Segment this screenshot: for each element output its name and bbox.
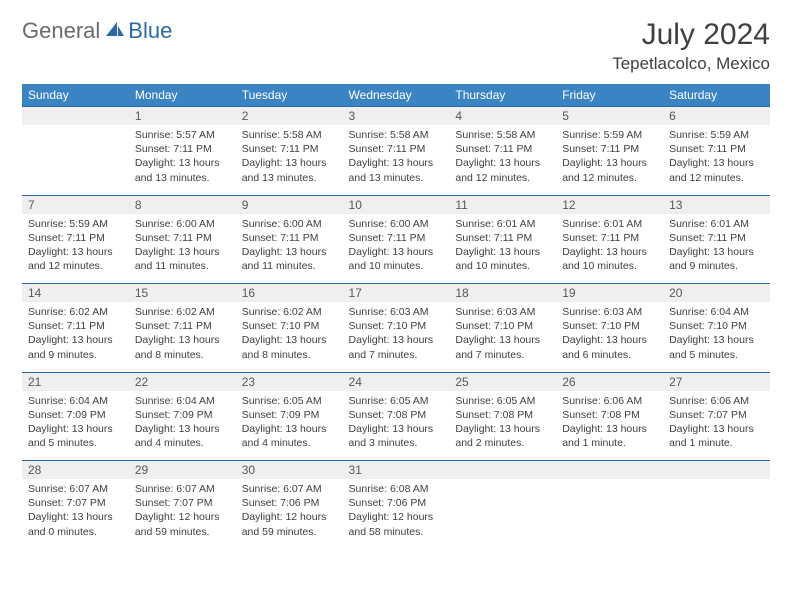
day-detail-row: Sunrise: 5:57 AMSunset: 7:11 PMDaylight:… <box>22 125 770 195</box>
weekday-header: Saturday <box>663 84 770 107</box>
day-detail-cell: Sunrise: 6:01 AMSunset: 7:11 PMDaylight:… <box>556 214 663 284</box>
day-detail-cell: Sunrise: 6:06 AMSunset: 7:07 PMDaylight:… <box>663 391 770 461</box>
weekday-header: Wednesday <box>343 84 450 107</box>
day-number-cell: 21 <box>22 372 129 391</box>
day-number-cell <box>663 461 770 480</box>
day-number-cell: 9 <box>236 195 343 214</box>
day-detail-cell: Sunrise: 5:59 AMSunset: 7:11 PMDaylight:… <box>22 214 129 284</box>
day-number-cell: 28 <box>22 461 129 480</box>
weekday-header: Monday <box>129 84 236 107</box>
weekday-header: Thursday <box>449 84 556 107</box>
day-number-cell: 18 <box>449 284 556 303</box>
day-number-cell: 19 <box>556 284 663 303</box>
logo-sail-icon <box>104 20 126 43</box>
day-detail-cell: Sunrise: 6:02 AMSunset: 7:10 PMDaylight:… <box>236 302 343 372</box>
day-detail-cell: Sunrise: 5:58 AMSunset: 7:11 PMDaylight:… <box>449 125 556 195</box>
day-detail-cell: Sunrise: 6:03 AMSunset: 7:10 PMDaylight:… <box>343 302 450 372</box>
day-number-cell <box>449 461 556 480</box>
day-number-cell: 8 <box>129 195 236 214</box>
weekday-header: Tuesday <box>236 84 343 107</box>
day-detail-cell: Sunrise: 6:06 AMSunset: 7:08 PMDaylight:… <box>556 391 663 461</box>
day-detail-cell: Sunrise: 6:01 AMSunset: 7:11 PMDaylight:… <box>663 214 770 284</box>
day-detail-cell: Sunrise: 6:05 AMSunset: 7:08 PMDaylight:… <box>449 391 556 461</box>
header-bar: General Blue July 2024 Tepetlacolco, Mex… <box>22 18 770 74</box>
day-detail-cell: Sunrise: 6:07 AMSunset: 7:06 PMDaylight:… <box>236 479 343 549</box>
day-detail-cell: Sunrise: 5:59 AMSunset: 7:11 PMDaylight:… <box>556 125 663 195</box>
day-detail-cell: Sunrise: 6:01 AMSunset: 7:11 PMDaylight:… <box>449 214 556 284</box>
month-title: July 2024 <box>612 18 770 52</box>
day-detail-cell: Sunrise: 6:04 AMSunset: 7:09 PMDaylight:… <box>129 391 236 461</box>
day-number-cell: 22 <box>129 372 236 391</box>
day-number-cell: 5 <box>556 107 663 126</box>
day-detail-row: Sunrise: 6:07 AMSunset: 7:07 PMDaylight:… <box>22 479 770 549</box>
day-detail-cell <box>663 479 770 549</box>
day-detail-cell: Sunrise: 6:03 AMSunset: 7:10 PMDaylight:… <box>449 302 556 372</box>
day-detail-cell: Sunrise: 6:00 AMSunset: 7:11 PMDaylight:… <box>129 214 236 284</box>
day-number-cell: 16 <box>236 284 343 303</box>
location-label: Tepetlacolco, Mexico <box>612 54 770 74</box>
day-number-row: 78910111213 <box>22 195 770 214</box>
day-detail-cell: Sunrise: 6:04 AMSunset: 7:09 PMDaylight:… <box>22 391 129 461</box>
day-number-row: 14151617181920 <box>22 284 770 303</box>
day-number-cell: 3 <box>343 107 450 126</box>
day-number-row: 123456 <box>22 107 770 126</box>
day-number-row: 28293031 <box>22 461 770 480</box>
day-detail-cell: Sunrise: 6:03 AMSunset: 7:10 PMDaylight:… <box>556 302 663 372</box>
day-number-cell: 29 <box>129 461 236 480</box>
day-number-cell: 4 <box>449 107 556 126</box>
day-detail-cell: Sunrise: 6:07 AMSunset: 7:07 PMDaylight:… <box>22 479 129 549</box>
day-detail-cell: Sunrise: 5:59 AMSunset: 7:11 PMDaylight:… <box>663 125 770 195</box>
weekday-header-row: Sunday Monday Tuesday Wednesday Thursday… <box>22 84 770 107</box>
day-detail-cell: Sunrise: 5:58 AMSunset: 7:11 PMDaylight:… <box>343 125 450 195</box>
day-detail-cell: Sunrise: 5:57 AMSunset: 7:11 PMDaylight:… <box>129 125 236 195</box>
day-number-cell: 30 <box>236 461 343 480</box>
logo-text-general: General <box>22 18 100 44</box>
day-number-cell: 2 <box>236 107 343 126</box>
day-detail-cell: Sunrise: 6:00 AMSunset: 7:11 PMDaylight:… <box>343 214 450 284</box>
day-number-cell: 20 <box>663 284 770 303</box>
day-number-cell: 26 <box>556 372 663 391</box>
calendar-table: Sunday Monday Tuesday Wednesday Thursday… <box>22 84 770 549</box>
day-number-cell: 7 <box>22 195 129 214</box>
day-number-cell: 27 <box>663 372 770 391</box>
day-number-cell: 13 <box>663 195 770 214</box>
day-detail-cell <box>556 479 663 549</box>
day-number-cell: 1 <box>129 107 236 126</box>
day-number-cell: 17 <box>343 284 450 303</box>
day-number-cell: 31 <box>343 461 450 480</box>
day-detail-cell: Sunrise: 6:05 AMSunset: 7:09 PMDaylight:… <box>236 391 343 461</box>
day-detail-cell: Sunrise: 6:02 AMSunset: 7:11 PMDaylight:… <box>129 302 236 372</box>
day-detail-row: Sunrise: 5:59 AMSunset: 7:11 PMDaylight:… <box>22 214 770 284</box>
day-number-cell: 24 <box>343 372 450 391</box>
day-detail-row: Sunrise: 6:02 AMSunset: 7:11 PMDaylight:… <box>22 302 770 372</box>
day-detail-cell <box>22 125 129 195</box>
day-number-cell: 12 <box>556 195 663 214</box>
day-number-cell <box>22 107 129 126</box>
day-detail-cell: Sunrise: 6:08 AMSunset: 7:06 PMDaylight:… <box>343 479 450 549</box>
day-detail-cell: Sunrise: 6:04 AMSunset: 7:10 PMDaylight:… <box>663 302 770 372</box>
weekday-header: Friday <box>556 84 663 107</box>
day-detail-cell: Sunrise: 6:02 AMSunset: 7:11 PMDaylight:… <box>22 302 129 372</box>
day-detail-cell: Sunrise: 6:05 AMSunset: 7:08 PMDaylight:… <box>343 391 450 461</box>
day-detail-row: Sunrise: 6:04 AMSunset: 7:09 PMDaylight:… <box>22 391 770 461</box>
day-detail-cell: Sunrise: 6:07 AMSunset: 7:07 PMDaylight:… <box>129 479 236 549</box>
logo: General Blue <box>22 18 172 44</box>
day-number-cell: 23 <box>236 372 343 391</box>
weekday-header: Sunday <box>22 84 129 107</box>
day-number-cell: 14 <box>22 284 129 303</box>
day-number-cell: 11 <box>449 195 556 214</box>
day-detail-cell <box>449 479 556 549</box>
day-number-cell: 10 <box>343 195 450 214</box>
day-number-cell <box>556 461 663 480</box>
day-number-cell: 6 <box>663 107 770 126</box>
logo-text-blue: Blue <box>128 18 172 44</box>
day-detail-cell: Sunrise: 5:58 AMSunset: 7:11 PMDaylight:… <box>236 125 343 195</box>
day-detail-cell: Sunrise: 6:00 AMSunset: 7:11 PMDaylight:… <box>236 214 343 284</box>
day-number-cell: 15 <box>129 284 236 303</box>
day-number-row: 21222324252627 <box>22 372 770 391</box>
title-block: July 2024 Tepetlacolco, Mexico <box>612 18 770 74</box>
day-number-cell: 25 <box>449 372 556 391</box>
